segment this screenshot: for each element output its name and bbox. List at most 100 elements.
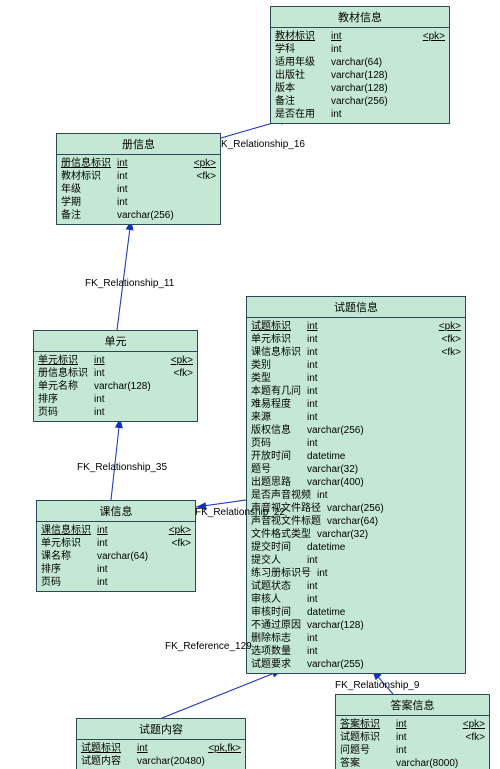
- col-key: [187, 563, 191, 576]
- entity-row: 排序int: [41, 563, 191, 576]
- col-type: varchar(128): [325, 82, 441, 95]
- col-name: 排序: [41, 563, 91, 576]
- col-key: <pk>: [435, 320, 461, 333]
- col-name: 难易程度: [251, 398, 301, 411]
- entity-shitineirong: 试题内容试题标识int<pk,fk>试题内容varchar(20480): [76, 718, 246, 769]
- col-name: 不通过原因: [251, 619, 301, 632]
- col-name: 本题有几问: [251, 385, 301, 398]
- entity-row: 题号varchar(32): [251, 463, 461, 476]
- col-type: int: [111, 157, 190, 170]
- entity-row: 页码int: [41, 576, 191, 589]
- entity-row: 答案varchar(8000): [340, 757, 485, 769]
- entity-title: 单元: [34, 331, 197, 352]
- col-key: [481, 757, 485, 769]
- col-key: <pk>: [167, 354, 193, 367]
- col-key: [441, 43, 445, 56]
- col-name: 题号: [251, 463, 301, 476]
- col-name: 备注: [61, 209, 111, 222]
- edge-line: [196, 500, 246, 507]
- col-key: [457, 619, 461, 632]
- entity-body: 试题标识int<pk>单元标识int<fk>课信息标识int<fk>类别int类…: [247, 318, 465, 673]
- entity-row: 教材标识int<fk>: [61, 170, 216, 183]
- entity-row: 教材标识int<pk>: [275, 30, 445, 43]
- col-type: varchar(20480): [131, 755, 237, 768]
- col-key: [457, 359, 461, 372]
- col-key: [457, 398, 461, 411]
- col-type: varchar(32): [311, 528, 457, 541]
- col-key: [441, 108, 445, 121]
- entity-row: 试题标识int<pk,fk>: [81, 742, 241, 755]
- col-name: 试题标识: [81, 742, 131, 755]
- col-name: 试题要求: [251, 658, 301, 671]
- col-key: [441, 56, 445, 69]
- col-name: 课信息标识: [41, 524, 91, 537]
- col-type: int: [301, 359, 457, 372]
- col-key: <fk>: [170, 367, 193, 380]
- col-key: [212, 183, 216, 196]
- edge-label: FK_Reference_129: [165, 641, 252, 652]
- col-type: varchar(64): [91, 550, 187, 563]
- col-name: 教材标识: [275, 30, 325, 43]
- col-type: int: [301, 593, 457, 606]
- col-type: int: [311, 489, 457, 502]
- entity-row: 册信息标识int<fk>: [38, 367, 193, 380]
- entity-row: 试题要求varchar(255): [251, 658, 461, 671]
- col-key: [189, 393, 193, 406]
- col-key: [457, 580, 461, 593]
- entity-row: 试题状态int: [251, 580, 461, 593]
- col-key: [457, 476, 461, 489]
- col-key: [457, 489, 461, 502]
- entity-title: 试题内容: [77, 719, 245, 740]
- edge-line: [111, 418, 120, 500]
- col-key: <pk,fk>: [204, 742, 241, 755]
- entity-row: 版本varchar(128): [275, 82, 445, 95]
- col-name: 备注: [275, 95, 325, 108]
- entity-title: 答案信息: [336, 695, 489, 716]
- entity-row: 出题思路varchar(400): [251, 476, 461, 489]
- col-type: int: [131, 742, 204, 755]
- col-key: [457, 502, 461, 515]
- edge-label: K_Relationship_16: [221, 139, 305, 150]
- entity-row: 提交时间datetime: [251, 541, 461, 554]
- entity-daan: 答案信息答案标识int<pk>试题标识int<fk>问题号int答案varcha…: [335, 694, 490, 769]
- entity-body: 答案标识int<pk>试题标识int<fk>问题号int答案varchar(80…: [336, 716, 489, 769]
- col-name: 删除标志: [251, 632, 301, 645]
- col-name: 试题标识: [340, 731, 390, 744]
- entity-row: 不通过原因varchar(128): [251, 619, 461, 632]
- col-key: [481, 744, 485, 757]
- col-name: 审核人: [251, 593, 301, 606]
- entity-row: 类型int: [251, 372, 461, 385]
- col-key: [441, 95, 445, 108]
- col-key: <fk>: [193, 170, 216, 183]
- entity-body: 课信息标识int<pk>单元标识int<fk>课名称varchar(64)排序i…: [37, 522, 195, 591]
- col-type: int: [111, 183, 212, 196]
- col-key: [457, 593, 461, 606]
- col-name: 单元标识: [251, 333, 301, 346]
- entity-row: 备注varchar(256): [61, 209, 216, 222]
- col-type: int: [91, 576, 187, 589]
- col-key: [189, 406, 193, 419]
- col-name: 提交时间: [251, 541, 301, 554]
- col-key: [457, 424, 461, 437]
- col-key: <pk>: [419, 30, 445, 43]
- entity-row: 课信息标识int<pk>: [41, 524, 191, 537]
- entity-row: 选项数量int: [251, 645, 461, 658]
- col-type: varchar(255): [301, 658, 457, 671]
- col-key: [457, 463, 461, 476]
- col-key: [441, 69, 445, 82]
- col-key: [457, 632, 461, 645]
- col-type: int: [301, 632, 457, 645]
- col-type: int: [301, 398, 457, 411]
- col-name: 页码: [41, 576, 91, 589]
- col-type: int: [91, 563, 187, 576]
- entity-row: 审核人int: [251, 593, 461, 606]
- col-name: 来源: [251, 411, 301, 424]
- col-name: 练习册标识号: [251, 567, 311, 580]
- entity-row: 出版社varchar(128): [275, 69, 445, 82]
- entity-shiti: 试题信息试题标识int<pk>单元标识int<fk>课信息标识int<fk>类别…: [246, 296, 466, 674]
- edge-line: [162, 670, 282, 718]
- col-name: 排序: [38, 393, 88, 406]
- entity-body: 单元标识int<pk>册信息标识int<fk>单元名称varchar(128)排…: [34, 352, 197, 421]
- col-type: int: [88, 354, 167, 367]
- col-type: int: [390, 731, 462, 744]
